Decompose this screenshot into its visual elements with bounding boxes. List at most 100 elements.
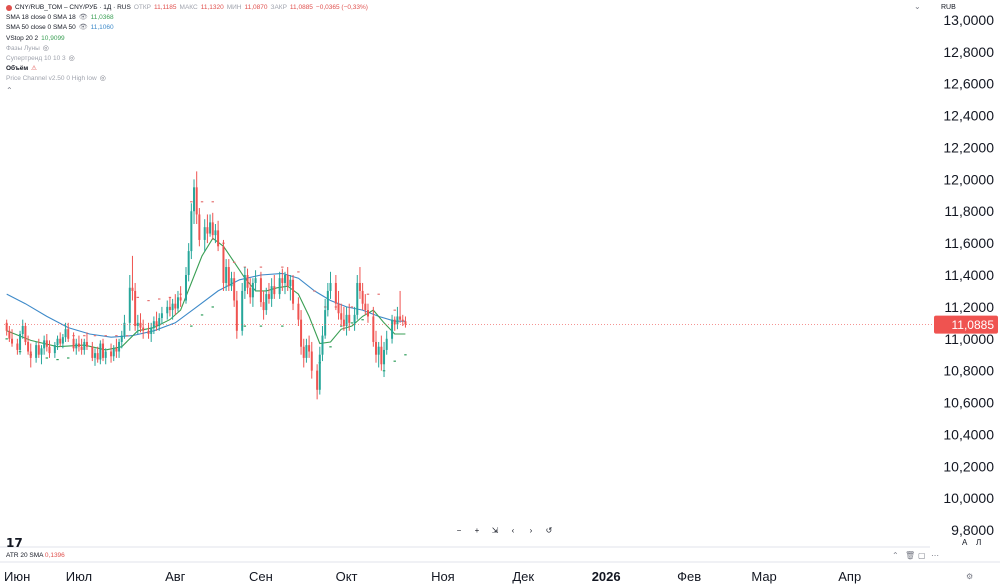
candle-body [310,351,313,371]
tradingview-logo-icon[interactable]: 𝟭𝟳 [6,536,23,550]
candle-body [230,278,233,287]
atr-indicator[interactable]: ATR 20 SMA 0,1396 [6,552,65,559]
vstop-mark [136,296,140,299]
candle-body [24,326,27,342]
candle-body [147,330,150,334]
vstop-mark [361,319,364,321]
candle-body [235,300,238,331]
candle-body [385,338,388,350]
y-tick-label: 11,6000 [944,235,994,251]
candle-body [110,351,113,357]
indicator-label: Объём [6,65,29,73]
indicator-label: Фазы Луны [6,44,40,52]
vstop-mark [5,338,8,340]
vstop-mark [45,357,49,359]
candle-body [193,187,196,212]
candle-body [206,227,209,234]
candle-body [401,319,404,322]
candle-body [278,278,281,295]
reset-chart-button[interactable]: ↺ [545,526,553,535]
vstop-mark [350,322,354,324]
auto-scale-button[interactable]: A [962,538,968,547]
candle-body [40,348,43,355]
scroll-left-button[interactable]: ‹ [511,526,515,535]
indicator-value: 11,0368 [90,14,114,22]
chevron-down-icon[interactable]: ⌄ [914,2,921,11]
vstop-mark [404,354,407,356]
alert-icon[interactable]: ⚠ [31,65,37,73]
indicator-price-channel[interactable]: Price Channel v2.50 0 High low ◎ [6,74,368,84]
high-value: 11,1320 [200,4,224,11]
scroll-right-button[interactable]: › [529,526,533,535]
candle-body [366,310,369,317]
zoom-in-button[interactable]: + [474,526,480,535]
vstop-mark [243,325,247,327]
y-tick-label: 12,8000 [943,44,994,60]
candle-body [334,282,337,304]
maximize-icon[interactable]: ▢ [918,551,926,560]
fit-icon[interactable]: ⇲ [491,526,499,535]
candle-body [318,354,321,390]
candle-body [241,290,244,331]
settings-icon[interactable]: ⚙ [966,572,974,581]
candle-body [112,348,115,357]
indicator-label: SMA 50 close 0 SMA 50 [6,24,76,32]
vstop-mark [366,293,370,295]
candle-body [377,346,380,355]
move-up-icon[interactable]: ⌃ [892,551,899,560]
candle-body [102,343,105,358]
candle-body [270,286,273,299]
indicator-sma18[interactable]: SMA 18 close 0 SMA 18 👁 11,0368 [6,13,368,23]
delete-icon[interactable]: 🗑 [905,551,916,560]
candle-body [254,278,257,283]
candle-body [136,322,139,327]
candle-body [356,282,359,315]
candle-body [29,351,32,358]
candle-body [61,337,64,344]
indicator-sma50[interactable]: SMA 50 close 0 SMA 50 👁 11,1060 [6,23,368,33]
candle-body [104,351,107,358]
zoom-out-button[interactable]: − [456,526,462,535]
vstop-mark [281,325,284,327]
open-label: ОТКР [133,4,151,11]
symbol-title[interactable]: CNY/RUB_TOM – CNY/РУБ · 1Д · RUS [15,4,131,11]
candle-body [393,319,396,325]
eye-hidden-icon[interactable]: ◎ [99,75,106,83]
indicator-value: 11,1060 [90,24,114,32]
x-tick-label: Фев [677,569,701,584]
indicator-supertrend[interactable]: Супертренд 10 10 3 ◎ [6,54,368,64]
candle-body [168,306,171,311]
candle-body [222,246,225,283]
candle-body [59,338,62,344]
log-scale-button[interactable]: Л [976,538,982,547]
y-tick-label: 10,2000 [943,458,994,474]
candle-body [179,297,182,301]
eye-hidden-icon[interactable]: ◎ [42,44,49,52]
candle-body [243,275,246,291]
candle-body [131,287,134,291]
y-tick-label: 11,8000 [944,203,994,219]
candle-body [184,275,187,301]
candle-body [171,303,174,311]
indicator-vstop[interactable]: VStop 20 2 10,9099 [6,34,368,44]
indicator-moon-phases[interactable]: Фазы Луны ◎ [6,44,368,54]
vstop-mark [56,358,59,361]
eye-icon[interactable]: 👁 [78,24,88,32]
candle-body [342,319,345,327]
candle-body [399,316,402,320]
vstop-mark [340,325,343,327]
x-tick-label: Июн [4,569,30,584]
more-options-icon[interactable]: ⋯ [931,551,939,560]
candle-body [380,346,383,365]
vstop-mark [125,335,129,337]
y-tick-label: 11,0000 [944,331,994,347]
eye-icon[interactable]: 👁 [78,14,88,22]
change-value: −0,0365 (−0,33%) [315,4,368,11]
collapse-legend-icon[interactable]: ⌃ [6,86,13,95]
y-tick-label: 10,0000 [943,490,994,506]
eye-hidden-icon[interactable]: ◎ [68,55,75,63]
currency-label[interactable]: RUB [941,4,956,11]
candle-body [324,310,327,336]
indicator-volume[interactable]: Объём ⚠ [6,64,368,74]
